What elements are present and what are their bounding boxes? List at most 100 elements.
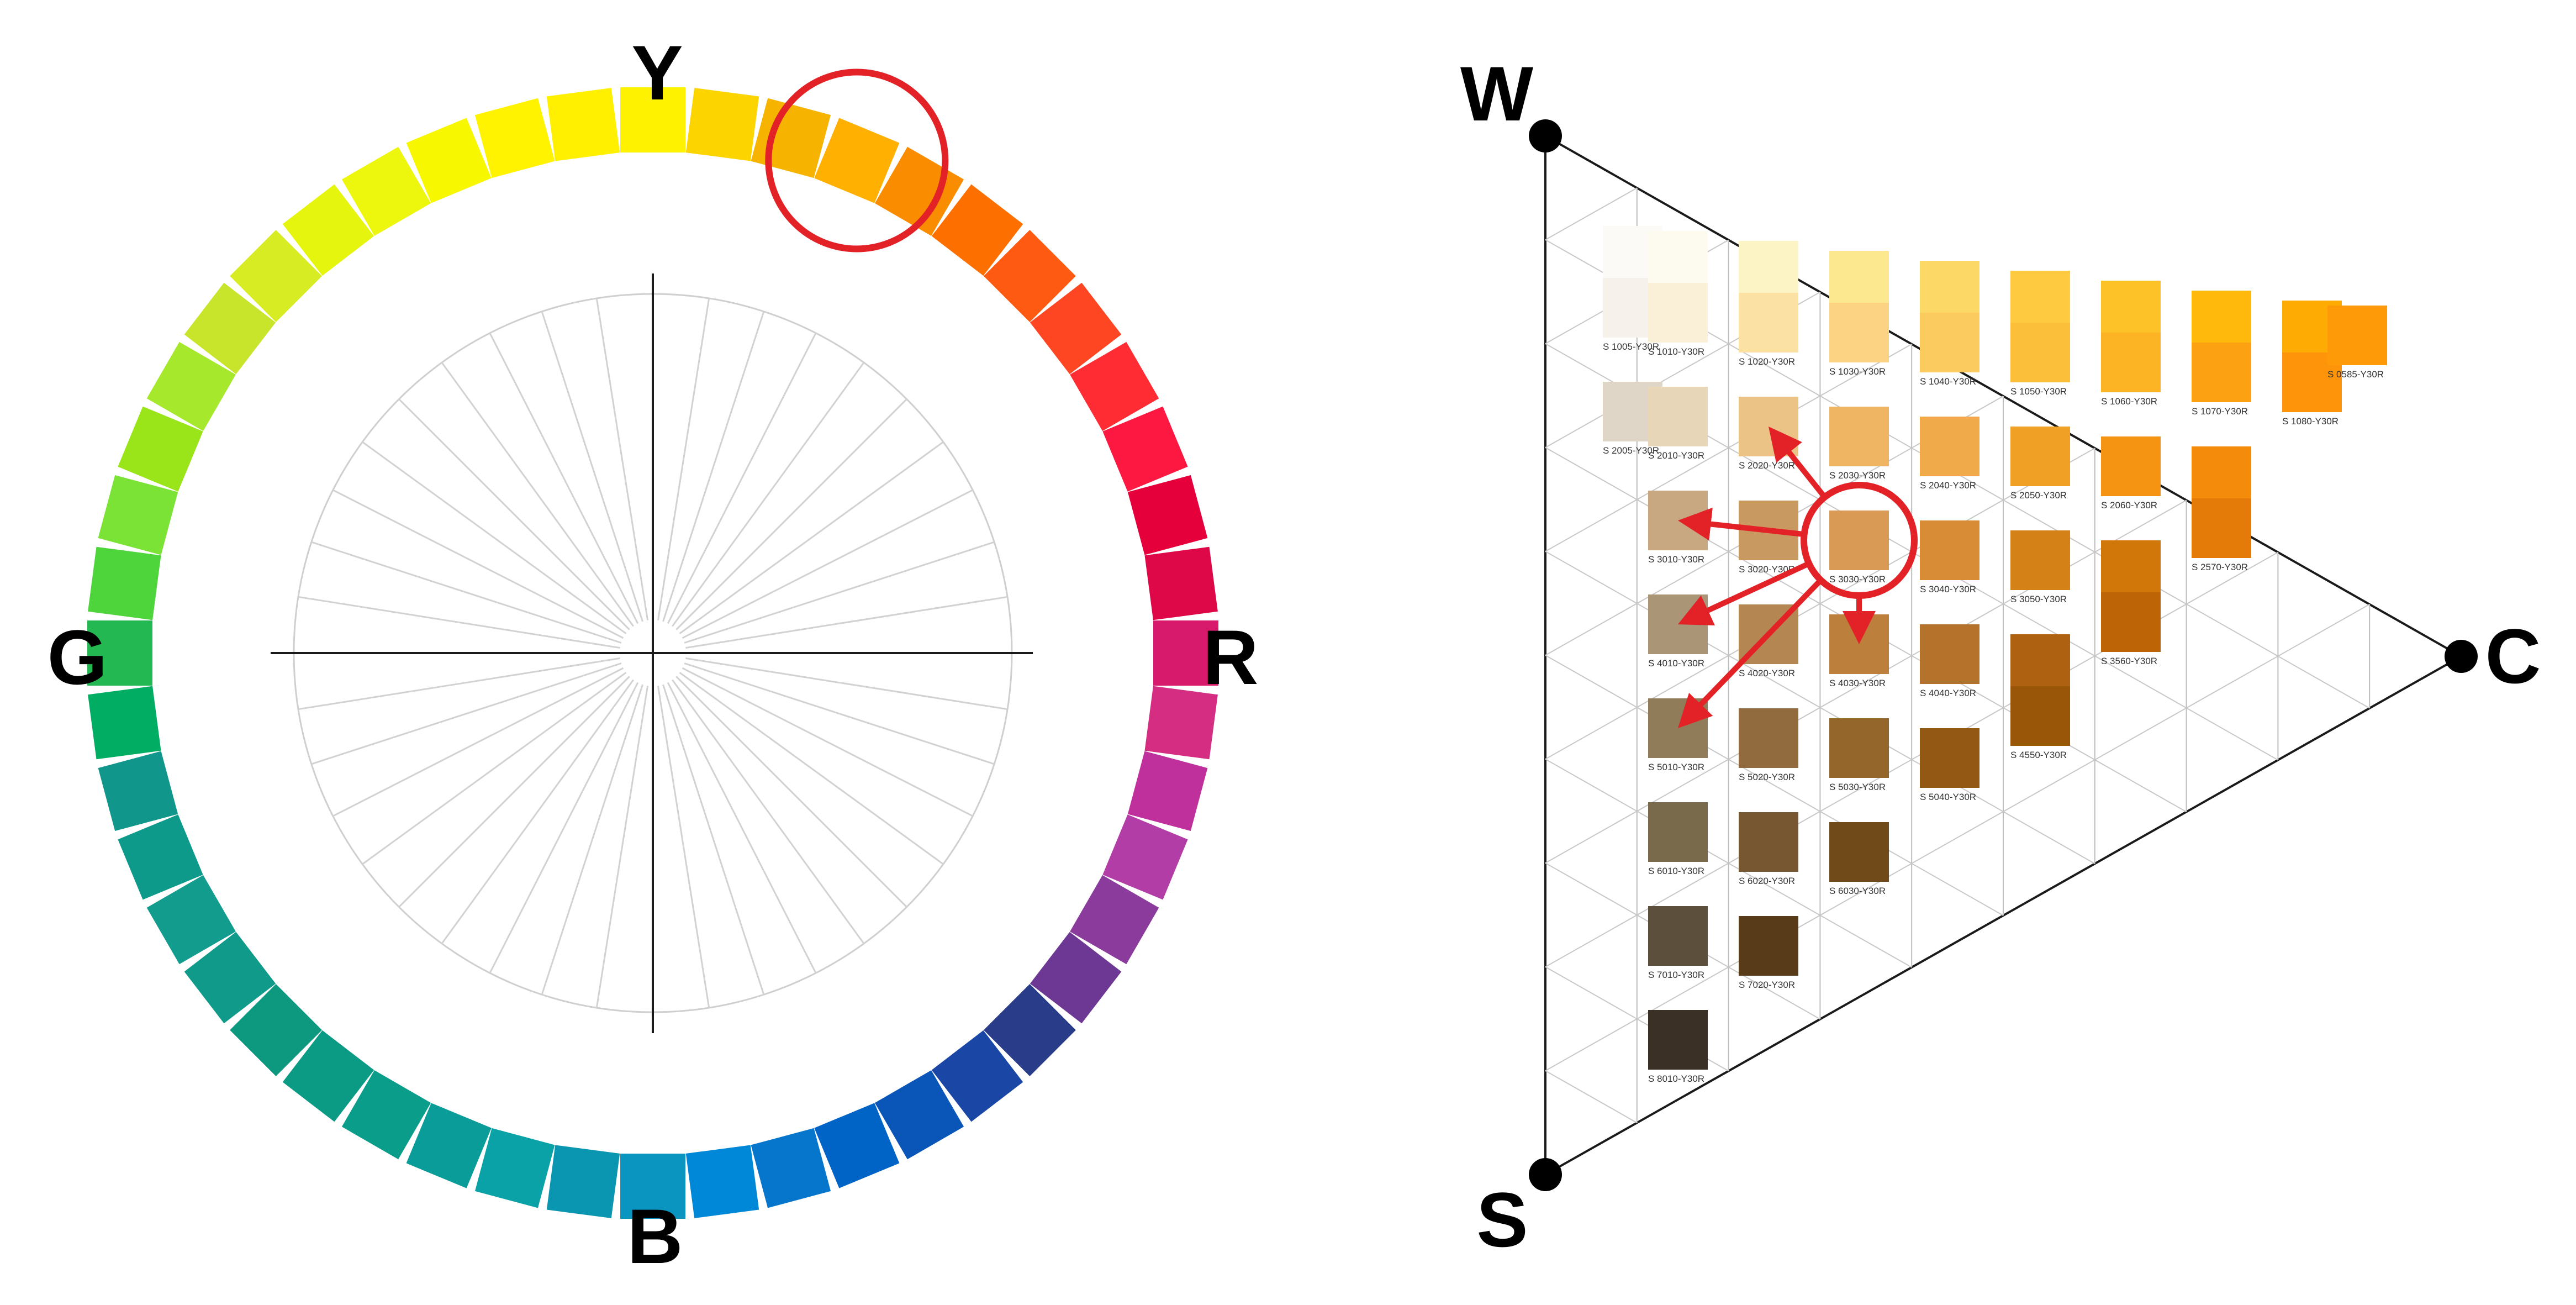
swatch-label: S 4020-Y30R: [1739, 668, 1795, 678]
label-g: G: [47, 614, 108, 701]
hue-swatch: [1144, 686, 1218, 760]
hue-swatch: [814, 1103, 900, 1188]
hue-swatch: [685, 88, 759, 161]
grid-ray: [441, 362, 634, 627]
nuance-swatch: S 3030-Y30R: [1829, 511, 1889, 585]
swatch-label: S 1080-Y30R: [2282, 416, 2339, 427]
swatch-chip: [2010, 634, 2070, 694]
nuance-swatch: S 8010-Y30R: [1648, 1010, 1708, 1084]
hue-swatch: [1070, 875, 1159, 965]
swatch-label: S 1070-Y30R: [2192, 406, 2248, 417]
nuance-swatch: S 2570-Y30R: [2192, 498, 2251, 572]
swatch-chip: [2010, 323, 2070, 382]
hue-swatch: [874, 1070, 964, 1160]
swatch-chip: [1920, 261, 1979, 320]
hue-swatch: [546, 1145, 620, 1218]
grid-ray: [662, 311, 765, 622]
swatch-label: S 5020-Y30R: [1739, 772, 1795, 782]
hue-swatch: [98, 475, 178, 555]
label-r: R: [1202, 614, 1258, 701]
hue-swatch: [751, 1128, 831, 1208]
grid-ray: [667, 333, 817, 624]
hue-swatch: [282, 184, 374, 276]
nuance-swatch: S 1030-Y30R: [1829, 303, 1889, 377]
grid-ray: [679, 441, 944, 634]
hue-swatch: [1144, 546, 1218, 620]
swatch-chip: [2192, 343, 2251, 402]
swatch-label: S 1040-Y30R: [1920, 376, 1976, 387]
highlight-circle-y30r: [765, 69, 949, 252]
swatch-label: S 6030-Y30R: [1829, 886, 1886, 896]
swatch-label: S 5040-Y30R: [1920, 792, 1976, 802]
swatch-chip: [2010, 427, 2070, 486]
nuance-swatch: S 6020-Y30R: [1739, 812, 1798, 886]
swatch-chip: [1648, 387, 1708, 446]
hue-swatch: [1102, 814, 1188, 900]
swatch-chip: [2010, 686, 2070, 746]
swatch-label: S 1060-Y30R: [2101, 396, 2157, 407]
swatch-label: S 4550-Y30R: [2010, 750, 2067, 760]
swatch-chip: [1739, 397, 1798, 456]
label-y: Y: [631, 29, 683, 116]
swatch-chip: [1829, 718, 1889, 778]
swatch-label: S 5030-Y30R: [1829, 782, 1886, 792]
swatch-chip: [2192, 446, 2251, 506]
swatch-chip: [1739, 916, 1798, 976]
swatch-chip: [1739, 812, 1798, 872]
grid-ray: [684, 541, 995, 644]
nuance-swatch: S 6010-Y30R: [1648, 802, 1708, 876]
swatch-label: S 6010-Y30R: [1648, 866, 1704, 876]
grid-ray: [679, 672, 944, 865]
nuance-swatch: S 2030-Y30R: [1829, 407, 1889, 481]
hue-swatch: [341, 146, 431, 236]
hue-swatch-ring: [87, 87, 1218, 1219]
hue-swatch: [474, 1128, 555, 1208]
grid-ray: [298, 596, 620, 649]
grid-ray: [657, 298, 710, 620]
grid-ray: [362, 672, 627, 865]
swatch-label: S 1005-Y30R: [1603, 341, 1659, 352]
swatch-chip: [1648, 1010, 1708, 1070]
hue-swatch: [814, 118, 900, 203]
swatch-chip: [1920, 624, 1979, 684]
swatch-chip: [2101, 592, 2161, 652]
swatch-chip: [2101, 281, 2161, 340]
swatch-chip: [1739, 293, 1798, 352]
swatch-chip: [1920, 313, 1979, 372]
swatch-chip: [1920, 417, 1979, 476]
hue-swatch: [1127, 475, 1208, 555]
grid-ray: [311, 541, 622, 644]
grid-ray: [667, 682, 817, 974]
swatch-label: S 2040-Y30R: [1920, 480, 1976, 491]
nuance-swatch: S 3560-Y30R: [2101, 592, 2161, 666]
label-c: C: [2485, 613, 2541, 699]
swatch-chip: [2101, 540, 2161, 600]
hue-swatch: [620, 1154, 685, 1219]
grid-ray: [657, 686, 710, 1008]
nuance-swatch: S 2010-Y30R: [1648, 387, 1708, 461]
grid-line: [1545, 343, 1912, 552]
vertex-s-dot: [1529, 1158, 1562, 1191]
grid-ray: [541, 684, 643, 995]
hue-swatch: [546, 88, 620, 161]
swatch-label: S 2030-Y30R: [1829, 470, 1886, 481]
nuance-swatch: S 4550-Y30R: [2010, 686, 2070, 760]
swatch-chip: [1829, 822, 1889, 882]
swatch-label: S 2060-Y30R: [2101, 500, 2157, 511]
swatch-chip: [1829, 407, 1889, 466]
swatch-chip: [1648, 231, 1708, 291]
swatch-label: S 2005-Y30R: [1603, 445, 1659, 456]
hue-swatch: [87, 620, 152, 686]
grid-ray: [675, 398, 907, 630]
swatch-chip: [1648, 906, 1708, 966]
hue-swatch: [474, 98, 555, 178]
grid-line: [1545, 187, 1638, 240]
hue-swatch: [1030, 282, 1122, 375]
swatch-chip: [1829, 511, 1889, 570]
grid-line: [1545, 1070, 1638, 1124]
hue-swatch: [406, 1103, 492, 1188]
swatch-label: S 3010-Y30R: [1648, 554, 1704, 565]
grid-ray: [682, 667, 973, 817]
hue-swatch: [1030, 932, 1122, 1024]
